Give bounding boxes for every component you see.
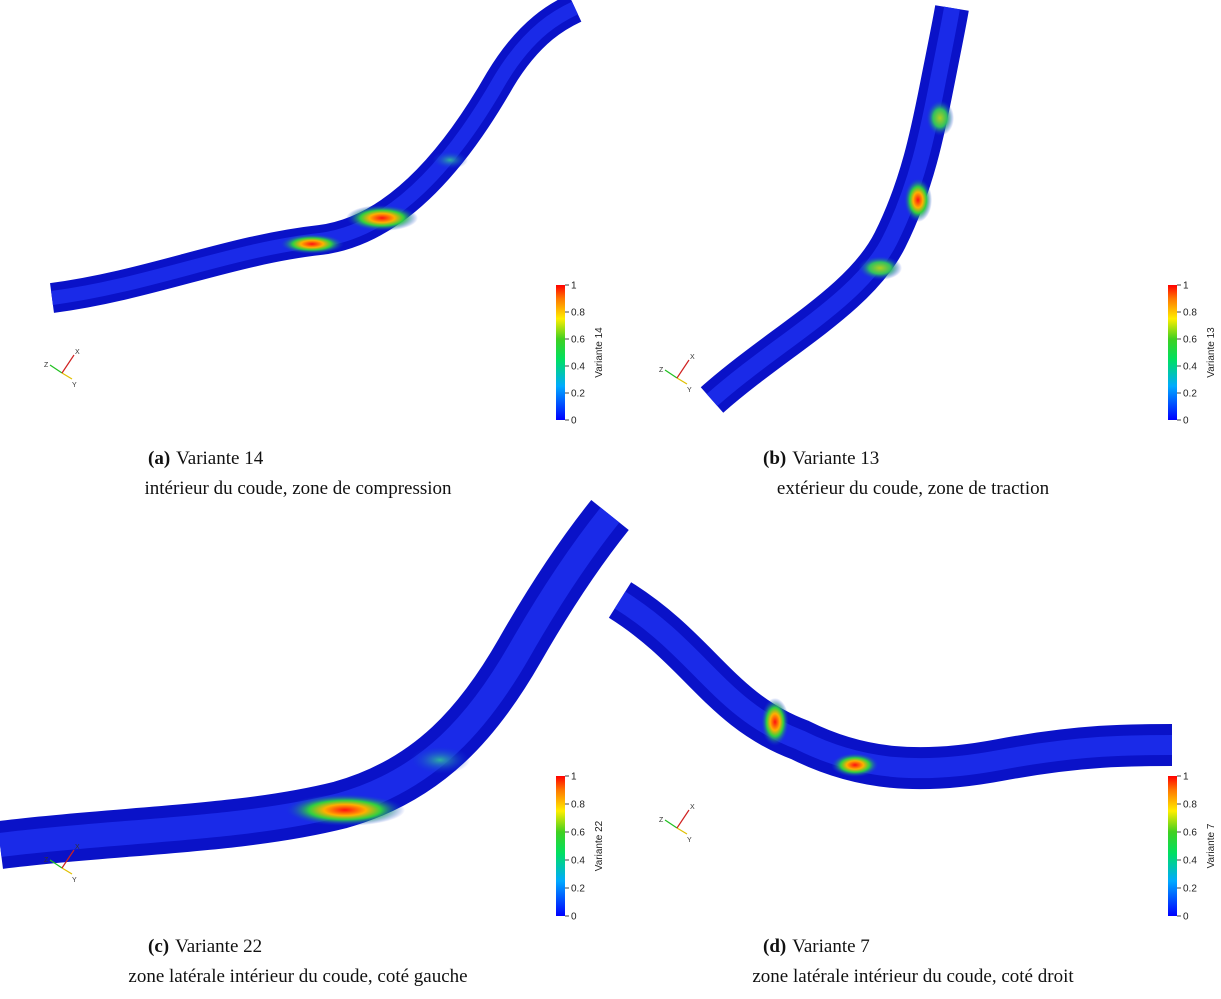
triad-label: Z <box>44 857 49 864</box>
caption-title: Variante 13 <box>792 448 879 469</box>
triad-axis <box>61 849 75 869</box>
colorbar-tick-label: 0.8 <box>1183 800 1197 811</box>
triad-axis <box>664 819 678 829</box>
colorbar-tick-label: 0.4 <box>571 362 585 373</box>
hotspot <box>858 256 902 280</box>
colorbar-tick-label: 0 <box>571 416 577 427</box>
ribbon <box>50 0 582 313</box>
colorbar-tick-label: 1 <box>1183 281 1189 292</box>
colorbar-tick-label: 0.8 <box>1183 308 1197 319</box>
ribbons <box>0 0 1173 869</box>
hotspot <box>280 234 344 254</box>
triad-label: X <box>690 354 695 361</box>
caption-label: (d) <box>763 936 786 957</box>
colorbar <box>556 285 565 420</box>
hotspot <box>410 746 470 774</box>
hotspot <box>761 698 789 746</box>
colorbar-tick-label: 1 <box>571 772 577 783</box>
triad-axis <box>676 827 688 835</box>
hotspot <box>831 753 879 777</box>
colorbar-tick-label: 1 <box>1183 772 1189 783</box>
hotspot <box>926 100 954 136</box>
colorbar <box>1168 285 1177 420</box>
colorbar-tick-label: 0 <box>1183 912 1189 923</box>
caption-label: (c) <box>148 936 169 957</box>
colorbar-label: Variante 14 <box>594 327 605 378</box>
colorbar-tick-label: 0.2 <box>571 884 585 895</box>
colorbar-tick-label: 0.6 <box>1183 828 1197 839</box>
colorbar-tick-label: 0.2 <box>571 389 585 400</box>
caption-text: extérieur du coude, zone de traction <box>777 478 1050 499</box>
triad-label: Y <box>687 837 692 844</box>
triad-axis <box>61 354 75 374</box>
colorbar-tick-label: 0.4 <box>1183 856 1197 867</box>
triad-axis <box>61 372 73 380</box>
caption-title: Variante 22 <box>175 936 262 957</box>
colorbar-tick-label: 0.6 <box>1183 335 1197 346</box>
triad-label: Z <box>44 362 49 369</box>
caption-text: zone latérale intérieur du coude, coté g… <box>128 966 467 987</box>
colorbar-tick-label: 0.8 <box>571 800 585 811</box>
colorbar-tick-label: 1 <box>571 281 577 292</box>
colorbar <box>1168 776 1177 916</box>
caption-heading: (a) Variante 14 <box>148 448 264 469</box>
hotspot <box>346 205 418 231</box>
caption-label: (a) <box>148 448 170 469</box>
caption-text: intérieur du coude, zone de compression <box>144 478 452 499</box>
triad-label: X <box>75 844 80 851</box>
colorbar-tick-label: 0.4 <box>571 856 585 867</box>
caption-heading: (d) Variante 7 <box>763 936 870 957</box>
colorbar-tick-label: 0.4 <box>1183 362 1197 373</box>
hotspot <box>904 178 932 222</box>
triad-axis <box>676 359 690 379</box>
triad-axis <box>676 809 690 829</box>
colorbar-tick-label: 0 <box>1183 416 1189 427</box>
triad-axis <box>664 369 678 379</box>
triad-label: Y <box>72 382 77 389</box>
triad-axis <box>49 364 63 374</box>
colorbar-tick-label: 0.8 <box>571 308 585 319</box>
hotspot <box>285 794 405 826</box>
triad-axis <box>49 859 63 869</box>
triad-label: X <box>690 804 695 811</box>
caption-title: Variante 14 <box>176 448 264 469</box>
colorbar-label: Variante 13 <box>1206 327 1217 378</box>
caption-heading: (c) Variante 22 <box>148 936 262 957</box>
caption-label: (b) <box>763 448 786 469</box>
colorbar-tick-label: 0.2 <box>1183 884 1197 895</box>
triad-label: Y <box>687 387 692 394</box>
colorbar-tick-label: 0.2 <box>1183 389 1197 400</box>
triad-label: Z <box>659 817 664 824</box>
triad-label: Y <box>72 877 77 884</box>
caption-heading: (b) Variante 13 <box>763 448 879 469</box>
colorbar-tick-label: 0.6 <box>571 335 585 346</box>
triad-label: Z <box>659 367 664 374</box>
ribbon-highlight <box>0 507 620 857</box>
colorbar-tick-label: 0 <box>571 912 577 923</box>
triad-label: X <box>75 349 80 356</box>
caption-title: Variante 7 <box>792 936 870 957</box>
ribbon-highlight <box>614 591 1173 779</box>
colorbar-tick-label: 0.6 <box>571 828 585 839</box>
caption-text: zone latérale intérieur du coude, coté d… <box>752 966 1074 987</box>
colorbar-label: Variante 7 <box>1206 823 1217 868</box>
triad-axis <box>61 867 73 875</box>
triad-axis <box>676 377 688 385</box>
colorbar <box>556 776 565 916</box>
colorbar-label: Variante 22 <box>594 820 605 871</box>
hotspot <box>432 151 468 169</box>
ribbon <box>0 500 629 869</box>
